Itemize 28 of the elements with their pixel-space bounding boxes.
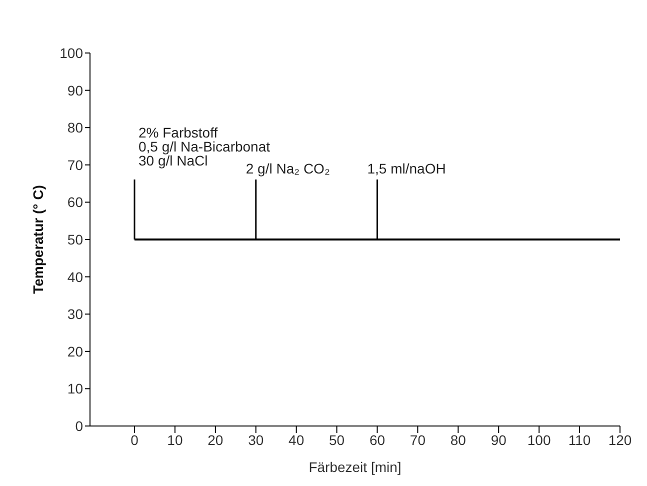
y-tick-label: 100 [60,44,84,61]
x-tick-label: 110 [568,432,591,448]
x-tick-label: 90 [490,432,507,448]
x-tick-label: 70 [410,432,426,448]
y-tick-label: 10 [67,380,84,397]
x-tick-label: 100 [527,432,551,448]
x-axis-title: Färbezeit [min] [308,459,402,475]
y-tick-label: 40 [67,268,84,285]
x-tick-label: 0 [130,432,139,448]
ref-line-label: 1,5 ml/naOH [367,160,446,176]
x-tick-label: 120 [608,432,632,448]
y-tick-label: 0 [75,418,84,434]
y-tick-label: 30 [67,306,84,322]
x-tick-label: 60 [369,432,386,448]
ref-line-label: 2 g/l Na₂ CO₂ [246,160,330,176]
x-tick-label: 80 [450,432,466,448]
y-tick-label: 70 [67,156,84,173]
y-tick-label: 50 [67,231,84,248]
x-tick-label: 30 [248,432,264,448]
x-tick-label: 20 [208,432,224,448]
x-tick-label: 50 [329,432,345,448]
y-tick-label: 90 [67,82,84,98]
y-tick-label: 20 [67,343,84,360]
x-tick-label: 10 [167,432,183,448]
y-tick-label: 60 [67,194,84,210]
y-tick-label: 80 [67,120,84,136]
x-tick-label: 40 [288,432,304,448]
y-axis-title: Temperatur (° C) [30,185,46,294]
